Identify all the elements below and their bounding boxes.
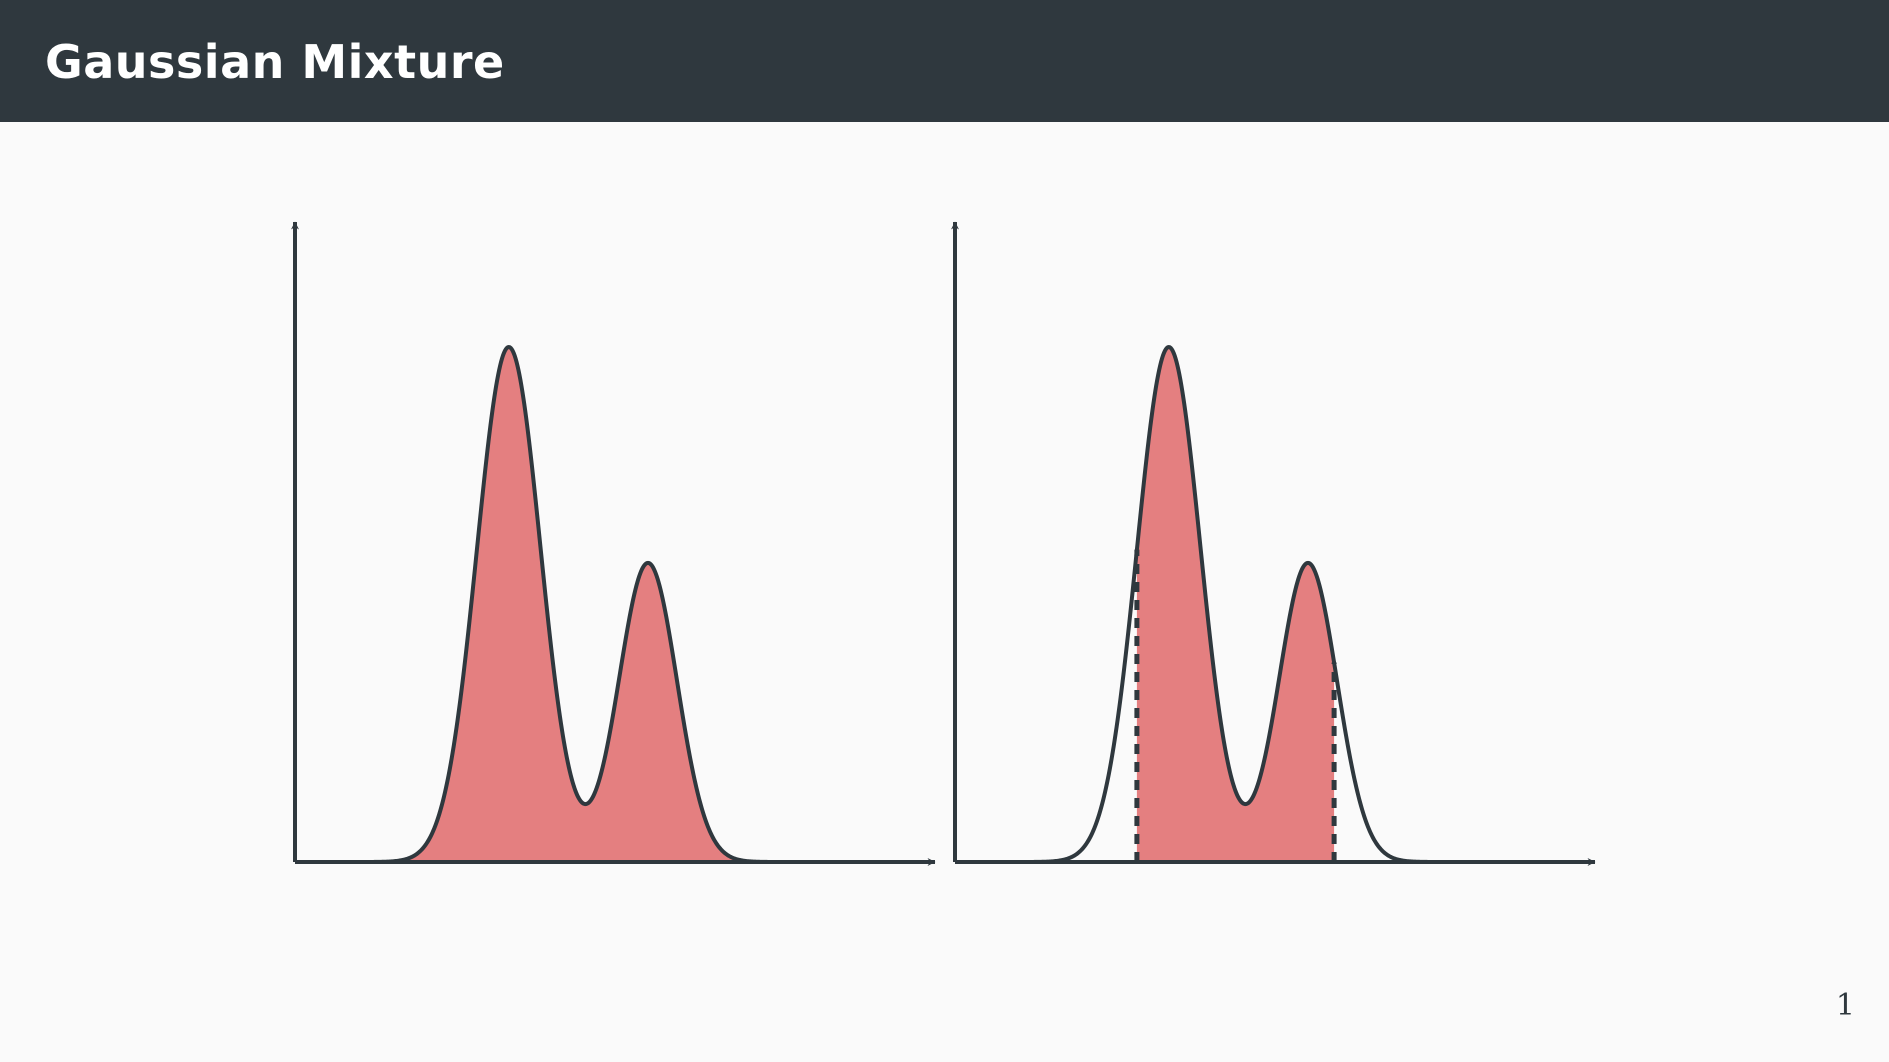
right-panel: [951, 221, 1596, 866]
shaded-area: [300, 347, 880, 862]
density-curve: [300, 344, 880, 864]
left-panel: [291, 221, 936, 866]
page-number: 1: [1835, 988, 1855, 1023]
shaded-area: [1136, 347, 1335, 862]
slide-title: Gaussian Mixture: [45, 35, 505, 89]
density-curve: [960, 344, 1540, 864]
header-bar: Gaussian Mixture: [0, 0, 1889, 122]
